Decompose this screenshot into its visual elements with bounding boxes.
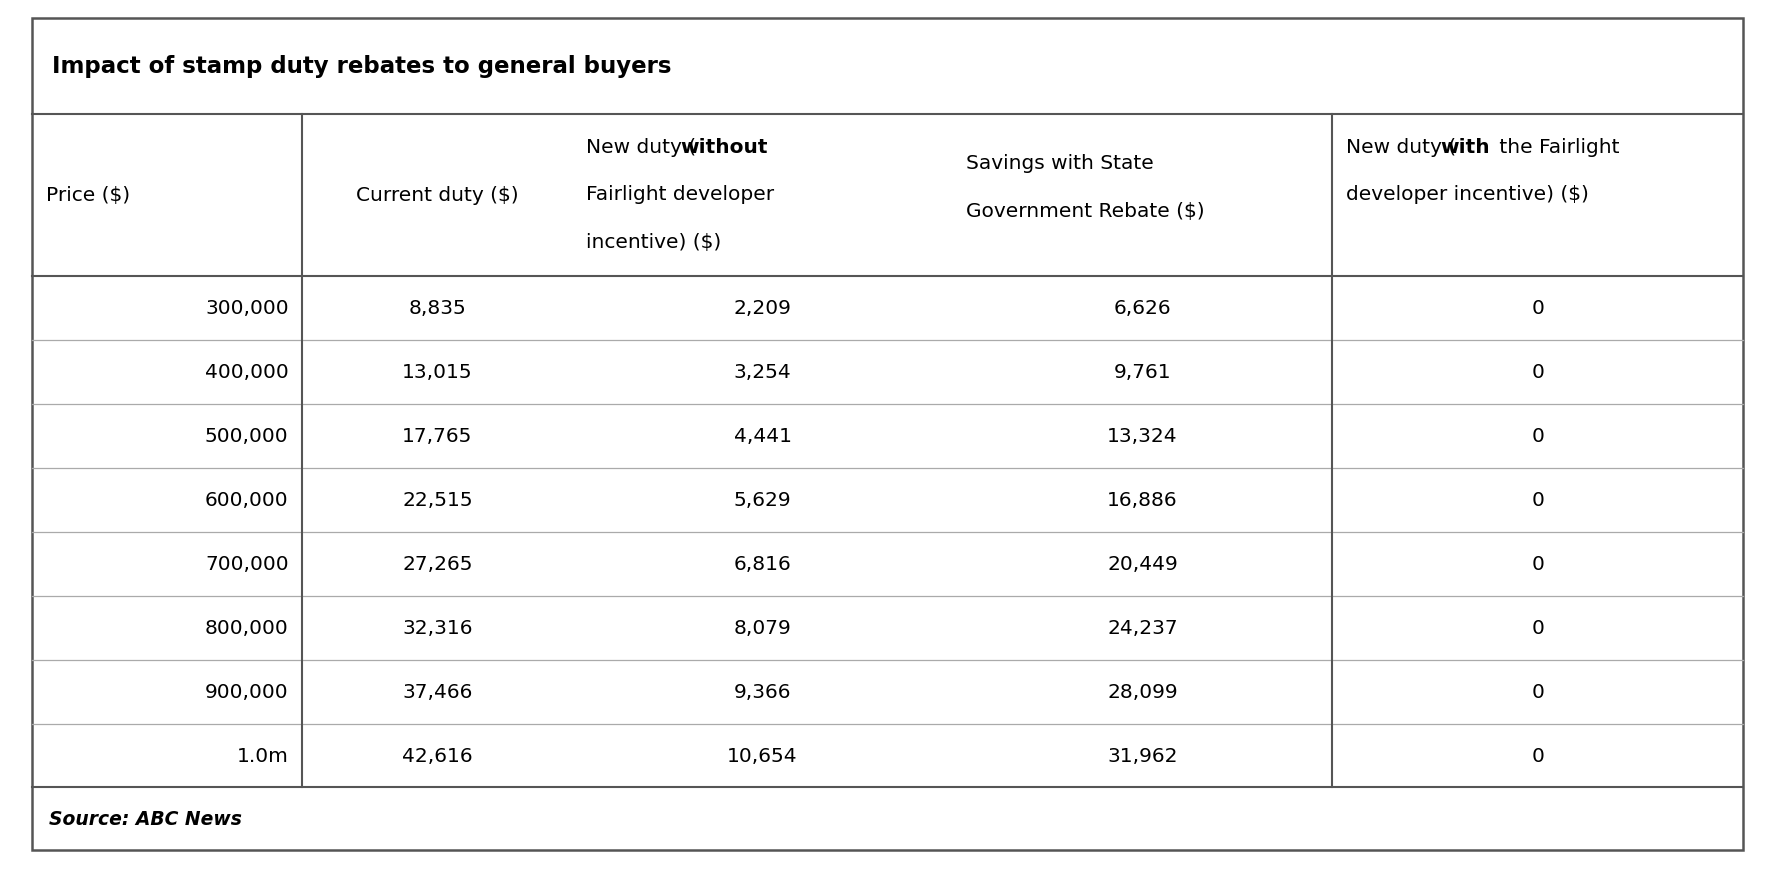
Text: 700,000: 700,000 [204,554,289,574]
Text: 10,654: 10,654 [728,746,799,765]
Text: without: without [680,137,769,156]
Text: 2,209: 2,209 [733,299,792,318]
Text: 8,079: 8,079 [733,619,792,637]
Text: 3,254: 3,254 [733,363,792,382]
Text: 0: 0 [1532,619,1544,637]
Text: 37,466: 37,466 [403,682,472,701]
Text: 16,886: 16,886 [1108,491,1179,510]
Text: 28,099: 28,099 [1108,682,1179,701]
Text: 42,616: 42,616 [403,746,472,765]
Text: 600,000: 600,000 [204,491,289,510]
Text: 24,237: 24,237 [1108,619,1179,637]
Text: 9,366: 9,366 [733,682,792,701]
Text: 8,835: 8,835 [408,299,467,318]
Text: 0: 0 [1532,299,1544,318]
Text: 32,316: 32,316 [403,619,472,637]
Text: the Fairlight: the Fairlight [1493,137,1621,156]
Text: 0: 0 [1532,554,1544,574]
Text: Source: ABC News: Source: ABC News [50,809,241,828]
Text: New duty (: New duty ( [1345,137,1456,156]
Text: 13,324: 13,324 [1108,427,1179,446]
Text: Government Rebate ($): Government Rebate ($) [966,202,1205,221]
Text: developer incentive) ($): developer incentive) ($) [1345,185,1589,204]
Text: 0: 0 [1532,491,1544,510]
Text: 0: 0 [1532,746,1544,765]
Text: Price ($): Price ($) [46,186,130,205]
Text: Current duty ($): Current duty ($) [357,186,518,205]
Text: 500,000: 500,000 [204,427,289,446]
Text: New duty (: New duty ( [586,137,696,156]
Text: 31,962: 31,962 [1108,746,1177,765]
Text: 1.0m: 1.0m [236,746,289,765]
Text: 900,000: 900,000 [204,682,289,701]
Text: 0: 0 [1532,427,1544,446]
Text: incentive) ($): incentive) ($) [586,233,722,252]
Text: 400,000: 400,000 [204,363,289,382]
Text: with: with [1440,137,1489,156]
Text: 300,000: 300,000 [204,299,289,318]
Text: 0: 0 [1532,682,1544,701]
Text: 4,441: 4,441 [733,427,792,446]
Text: 9,761: 9,761 [1113,363,1172,382]
Text: Impact of stamp duty rebates to general buyers: Impact of stamp duty rebates to general … [53,56,673,78]
Text: Savings with State: Savings with State [966,154,1154,173]
Text: 0: 0 [1532,363,1544,382]
Text: 800,000: 800,000 [204,619,289,637]
Text: 13,015: 13,015 [403,363,472,382]
Text: Fairlight developer: Fairlight developer [586,185,774,204]
Text: 27,265: 27,265 [403,554,472,574]
Text: 17,765: 17,765 [403,427,472,446]
Text: 6,626: 6,626 [1113,299,1172,318]
Text: 20,449: 20,449 [1108,554,1179,574]
Text: 5,629: 5,629 [733,491,792,510]
Text: 6,816: 6,816 [733,554,792,574]
Text: 22,515: 22,515 [403,491,472,510]
